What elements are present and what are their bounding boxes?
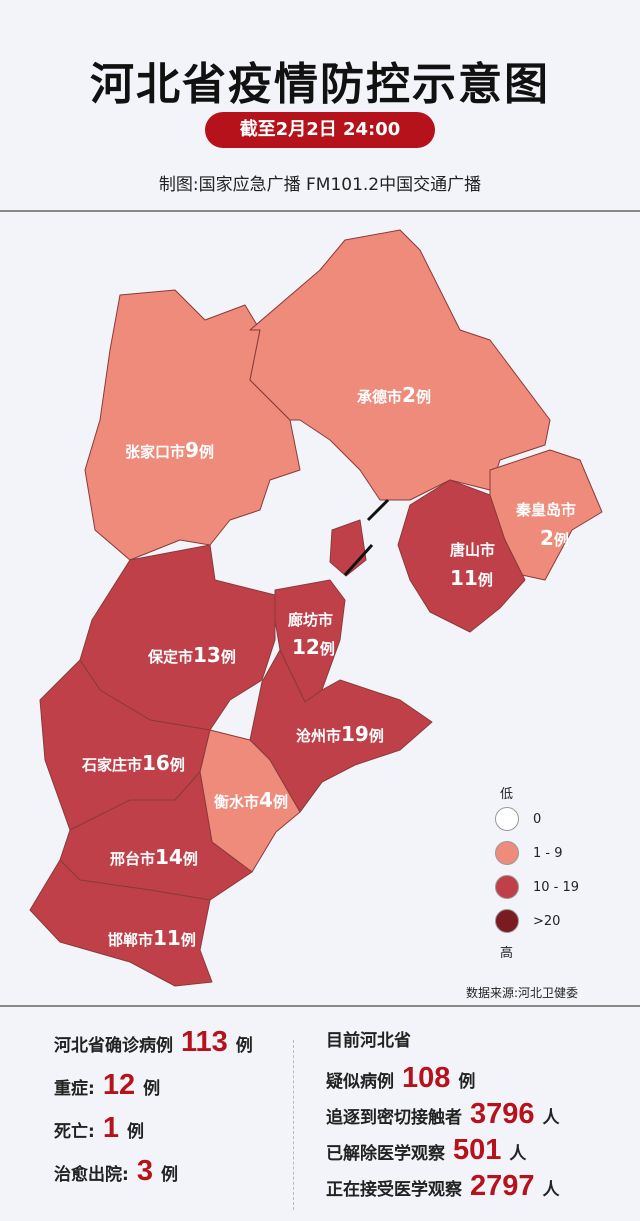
legend-swatch (495, 909, 519, 933)
label-qinhuangdao-name: 秦皇岛市 (515, 501, 576, 519)
label-qinhuangdao-cases: 2例 (540, 526, 569, 550)
legend-label: 0 (533, 811, 542, 827)
stat-row: 已解除医学观察 501 人 (326, 1134, 527, 1166)
label-tangshan-cases: 11例 (450, 566, 493, 590)
legend-swatch (495, 841, 519, 865)
credit-line: 制图:国家应急广播 FM101.2中国交通广播 (158, 175, 482, 195)
page-title: 河北省疫情防控示意图 (90, 59, 550, 110)
label-xingtai: 邢台市14例 (109, 845, 198, 869)
legend-item: 0 (495, 802, 579, 836)
stat-row: 重症: 12 例 (54, 1069, 161, 1101)
legend-item: 10 - 19 (495, 870, 579, 904)
region-labels: 张家口市9例 承德市2例 秦皇岛市 2例 唐山市 11例 廊坊市 12例 保定市… (81, 383, 576, 950)
data-source: 数据来源:河北卫健委 (466, 986, 579, 1000)
stats-left: 河北省确诊病例 113 例 重症: 12 例 死亡: 1 例 治愈出院: 3 例 (54, 1026, 253, 1198)
label-handan: 邯郸市11例 (108, 926, 196, 950)
region-langfang-north[interactable] (329, 519, 367, 577)
label-shijiazhuang: 石家庄市16例 (81, 751, 185, 775)
border-line (343, 543, 374, 577)
legend-label: >20 (533, 913, 561, 929)
stat-row: 正在接受医学观察 2797 人 (326, 1170, 560, 1202)
stat-row: 死亡: 1 例 (54, 1112, 144, 1144)
label-langfang-name: 廊坊市 (288, 611, 333, 629)
label-langfang-cases: 12例 (292, 635, 335, 659)
label-chengde: 承德市2例 (357, 383, 431, 407)
stats-right: 目前河北省 疑似病例 108 例 追逐到密切接触者 3796 人 已解除医学观察 501 人… (326, 1026, 560, 1206)
stat-row: 河北省确诊病例 113 例 (54, 1026, 253, 1058)
map-legend: 低 0 1 - 9 10 - 19 >20 高 (495, 783, 579, 961)
legend-item: >20 (495, 904, 579, 938)
label-baoding: 保定市13例 (147, 643, 236, 667)
legend-high-label: 高 (500, 946, 514, 961)
region-chengde[interactable] (249, 229, 551, 501)
region-tangshan[interactable] (397, 479, 526, 633)
region-handan[interactable] (29, 859, 213, 987)
label-cangzhou: 沧州市19例 (296, 722, 384, 746)
region-cangzhou[interactable] (249, 649, 433, 813)
legend-item: 1 - 9 (495, 836, 579, 870)
legend-swatch (495, 807, 519, 831)
stat-row: 疑似病例 108 例 (326, 1062, 476, 1094)
label-hengshui: 衡水市4例 (214, 788, 288, 812)
legend-label: 10 - 19 (533, 879, 580, 895)
legend-low-label: 低 (500, 787, 514, 802)
date-badge: 截至2月2日 24:00 (205, 112, 435, 148)
stats-divider (293, 1040, 294, 1210)
border-line (366, 498, 390, 522)
hebei-map: 张家口市9例 承德市2例 秦皇岛市 2例 唐山市 11例 廊坊市 12例 保定市… (29, 229, 603, 987)
divider-top (0, 210, 640, 212)
stat-row: 治愈出院: 3 例 (54, 1155, 178, 1187)
legend-swatch (495, 875, 519, 899)
divider-bottom (0, 1005, 640, 1007)
label-tangshan-name: 唐山市 (450, 541, 495, 559)
stats-heading: 目前河北省 (326, 1031, 411, 1051)
stat-row: 追逐到密切接触者 3796 人 (326, 1098, 560, 1130)
legend-label: 1 - 9 (533, 845, 563, 861)
region-zhangjiakou[interactable] (84, 289, 301, 561)
label-zhangjiakou: 张家口市9例 (125, 438, 214, 462)
